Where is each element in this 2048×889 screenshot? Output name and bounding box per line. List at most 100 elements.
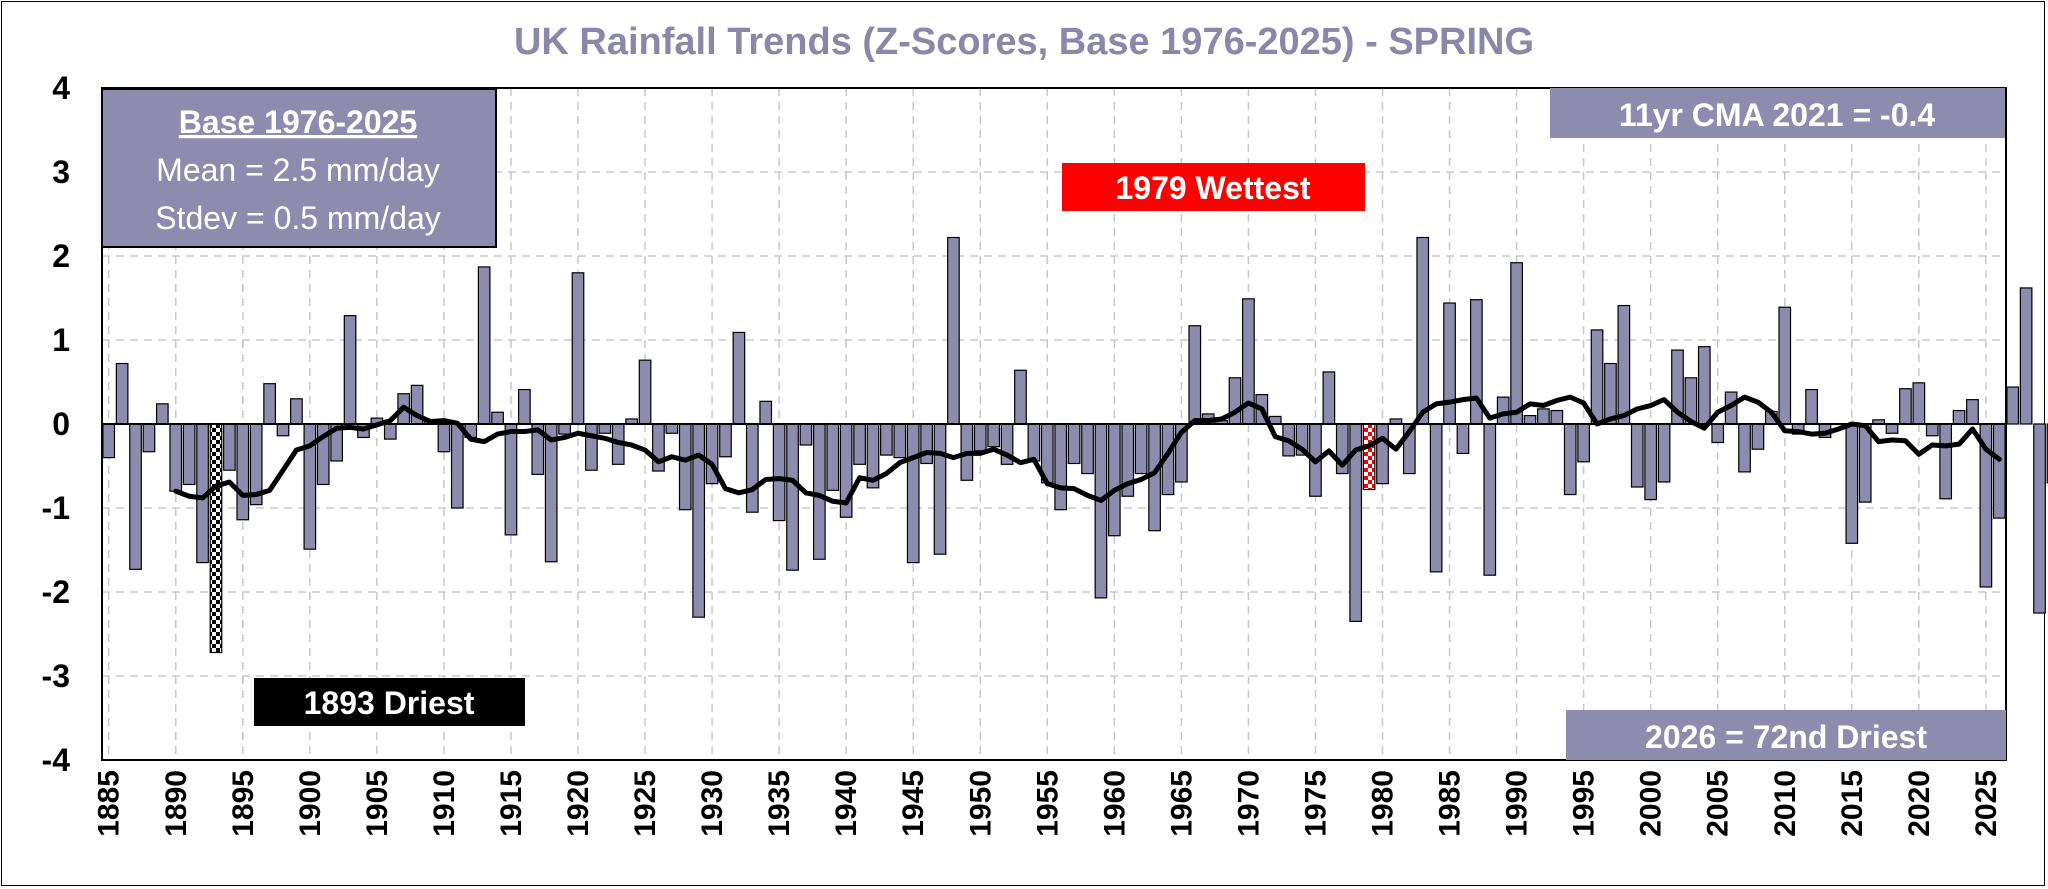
- y-tick-label: -3: [42, 658, 70, 694]
- bar-1962: [1134, 423, 1148, 475]
- bar-1889: [155, 403, 169, 425]
- base-info-stdev: Stdev = 0.5 mm/day: [155, 200, 440, 236]
- bar-1957: [1067, 423, 1081, 465]
- bar-2023: [1952, 409, 1966, 425]
- bar-2020: [1912, 382, 1926, 425]
- bar-1992: [1537, 408, 1550, 425]
- bar-1935: [772, 423, 786, 522]
- y-tick-label: 4: [52, 70, 70, 106]
- cma-label-box: 11yr CMA 2021 = -0.4: [1550, 88, 2005, 138]
- x-tick-label: 1970: [1232, 770, 1265, 837]
- x-axis-ticks: 1885 1890 1895 1900 1905 1910 1915 1920 1925 1930…: [93, 770, 2003, 837]
- bar-1946: [920, 423, 933, 465]
- plot-area-border: [101, 87, 2007, 761]
- x-tick-label: 1960: [1098, 770, 1131, 837]
- bar-1931: [719, 423, 732, 458]
- bar-1897: [263, 383, 276, 425]
- bar-1979: [1362, 423, 1376, 491]
- bar-1927: [665, 423, 679, 434]
- bar-1886: [115, 362, 129, 425]
- x-tick-label: 2000: [1635, 770, 1668, 837]
- cma-label-text: 11yr CMA 2021 = -0.4: [1619, 97, 1936, 133]
- cma-label-bg: [1550, 88, 2005, 138]
- bar-1890: [169, 423, 183, 492]
- y-tick-label: 1: [52, 322, 70, 358]
- x-tick-label: 2015: [1836, 770, 1869, 837]
- bar-1914: [491, 411, 504, 425]
- y-tick-label: -2: [42, 574, 70, 610]
- bar-1919: [558, 423, 571, 435]
- bar-1959: [1094, 423, 1108, 599]
- bar-1888: [142, 423, 156, 453]
- bar-2000: [1644, 423, 1658, 501]
- bar-2026: [1992, 423, 2006, 519]
- bar-1944: [893, 423, 907, 459]
- bar-1953: [1014, 369, 1027, 425]
- bar-1976: [1322, 371, 1336, 425]
- bar-1943: [880, 423, 893, 456]
- bar-1910: [437, 423, 451, 453]
- bar-1921: [585, 423, 598, 471]
- bar-1999: [1630, 423, 1644, 488]
- x-tick-label: 1980: [1367, 770, 1400, 837]
- chart-title: UK Rainfall Trends (Z-Scores, Base 1976-…: [514, 21, 1534, 63]
- x-tick-label: 1925: [629, 770, 662, 837]
- bar-2027: [2006, 386, 2020, 425]
- x-tick-label: 1990: [1501, 770, 1534, 837]
- base-info-box: Base 1976-2025 Mean = 2.5 mm/day Stdev =…: [101, 88, 497, 248]
- bar-2022: [1939, 423, 1953, 500]
- bar-1996: [1590, 329, 1604, 425]
- x-tick-label: 1890: [160, 770, 193, 837]
- x-tick-label: 1905: [361, 770, 394, 837]
- driest-label-box: 1893 Driest: [254, 678, 525, 726]
- bar-1947: [933, 423, 947, 555]
- bar-2001: [1657, 423, 1671, 483]
- bar-1980: [1376, 423, 1389, 485]
- bar-2004: [1697, 346, 1711, 425]
- x-tick-label: 1985: [1434, 770, 1467, 837]
- bar-1989: [1496, 396, 1510, 425]
- bar-1945: [906, 423, 920, 564]
- x-tick-label: 1930: [696, 770, 729, 837]
- bar-1936: [786, 423, 799, 571]
- bar-1941: [853, 423, 866, 465]
- bar-2029: [2033, 423, 2046, 614]
- bar-1894: [223, 423, 236, 471]
- bar-2016: [1858, 423, 1872, 503]
- bar-2015: [1845, 423, 1859, 544]
- bar-1920: [571, 272, 585, 425]
- y-tick-label: 2: [52, 238, 70, 274]
- x-tick-label: 1900: [294, 770, 327, 837]
- bar-1938: [812, 423, 826, 560]
- bar-1995: [1577, 423, 1590, 463]
- bar-2024: [1966, 399, 1979, 425]
- bar-1895: [236, 423, 250, 521]
- bar-2007: [1738, 423, 1751, 473]
- rank-label-text: 2026 = 72nd Driest: [1645, 719, 1927, 755]
- bar-1903: [343, 315, 357, 425]
- bar-1928: [678, 423, 692, 511]
- bar-2018: [1885, 423, 1899, 434]
- bar-1911: [450, 423, 464, 509]
- x-tick-label: 1920: [562, 770, 595, 837]
- bar-1997: [1604, 362, 1617, 425]
- bar-1939: [826, 423, 840, 491]
- bar-1913: [477, 266, 491, 425]
- x-tick-label: 2010: [1769, 770, 1802, 837]
- bar-1922: [598, 423, 612, 434]
- x-tick-label: 2005: [1702, 770, 1735, 837]
- bar-1988: [1483, 423, 1497, 576]
- bar-2021: [1925, 423, 1939, 437]
- x-tick-label: 1910: [428, 770, 461, 837]
- bar-1933: [745, 423, 759, 513]
- bar-1969: [1228, 377, 1242, 425]
- y-tick-label: 0: [52, 406, 70, 442]
- bar-1893: [209, 423, 223, 654]
- x-tick-label: 1940: [830, 770, 863, 837]
- x-tick-label: 1955: [1031, 770, 1064, 837]
- wettest-label-box: 1979 Wettest: [1062, 163, 1365, 211]
- bar-2028: [2019, 287, 2033, 425]
- base-info-mean: Mean = 2.5 mm/day: [156, 152, 440, 188]
- bar-1984: [1429, 423, 1443, 573]
